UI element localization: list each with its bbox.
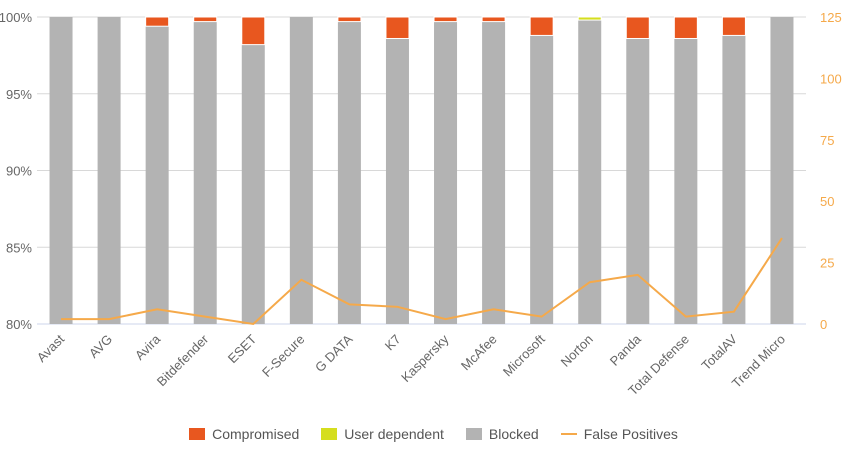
- y-tick-label: 95%: [6, 87, 32, 102]
- bar-compromised: [433, 16, 458, 23]
- legend: Compromised User dependent Blocked False…: [0, 426, 867, 442]
- y-tick-label: 85%: [6, 240, 32, 255]
- bar-blocked: [289, 17, 313, 324]
- x-tick-label: McAfee: [458, 332, 500, 374]
- legend-false-positives[interactable]: False Positives: [560, 426, 678, 442]
- bar-blocked: [722, 35, 746, 325]
- bar-blocked: [241, 44, 265, 324]
- y2-tick-label: 75: [820, 133, 834, 148]
- y2-tick-label: 25: [820, 256, 834, 271]
- legend-label: User dependent: [344, 426, 444, 442]
- bar-blocked: [385, 38, 409, 325]
- bar-blocked: [530, 35, 554, 325]
- bar-blocked: [49, 17, 73, 324]
- y2-tick-label: 50: [820, 194, 834, 209]
- x-tick-label: G DATA: [312, 331, 356, 375]
- x-tick-label: Kaspersky: [398, 331, 452, 385]
- x-tick-label: AVG: [86, 332, 115, 361]
- bar-compromised: [721, 16, 746, 36]
- bar-compromised: [385, 16, 410, 39]
- bar-compromised: [625, 16, 650, 39]
- x-tick-label: Microsoft: [500, 331, 548, 379]
- legend-label: False Positives: [583, 426, 678, 442]
- bar-blocked: [626, 38, 650, 325]
- x-tick-label: Avast: [34, 331, 68, 365]
- bar-blocked: [337, 21, 361, 324]
- bar-blocked: [770, 17, 794, 324]
- legend-swatch: [321, 428, 338, 440]
- y-tick-label: 90%: [6, 164, 32, 179]
- bar-compromised: [337, 16, 362, 23]
- bar-compromised: [529, 16, 554, 36]
- y-tick-label: 100%: [0, 10, 32, 25]
- bar-blocked: [434, 21, 458, 324]
- bar-compromised: [193, 16, 218, 23]
- legend-label: Compromised: [212, 426, 300, 442]
- legend-label: Blocked: [488, 426, 539, 442]
- bar-blocked: [674, 38, 698, 325]
- y2-tick-label: 0: [820, 317, 827, 332]
- bar-compromised: [241, 16, 266, 46]
- bar-compromised: [481, 16, 506, 23]
- legend-swatch: [189, 428, 206, 440]
- legend-compromised[interactable]: Compromised: [189, 426, 299, 442]
- bar-compromised: [673, 16, 698, 39]
- bar-user-dependent: [577, 16, 602, 21]
- y2-tick-label: 125: [820, 10, 842, 25]
- bar-blocked: [578, 20, 602, 324]
- x-tick-label: Panda: [607, 331, 645, 369]
- legend-blocked[interactable]: Blocked: [465, 426, 539, 442]
- x-tick-label: F-Secure: [259, 332, 307, 380]
- bar-blocked: [482, 21, 506, 324]
- x-tick-label: Norton: [558, 332, 596, 370]
- legend-swatch: [465, 428, 482, 440]
- line-false-positives: [61, 237, 783, 326]
- legend-user-dependent[interactable]: User dependent: [321, 426, 444, 442]
- y2-tick-label: 100: [820, 71, 842, 86]
- bar-blocked: [97, 17, 121, 324]
- legend-line: [560, 433, 577, 435]
- y-tick-label: 80%: [6, 317, 32, 332]
- bar-compromised: [145, 16, 170, 27]
- x-tick-label: Avira: [132, 331, 164, 363]
- x-tick-label: Bitdefender: [154, 331, 212, 389]
- bar-blocked: [193, 21, 217, 324]
- bar-blocked: [145, 26, 169, 325]
- chart: 80% 85% 90% 95% 100% 0 25 50 75 100 125 Avast AVG Avi…: [0, 10, 842, 398]
- x-tick-label: K7: [382, 332, 404, 354]
- x-tick-label: TotalAV: [698, 331, 740, 373]
- x-tick-label: ESET: [225, 331, 260, 366]
